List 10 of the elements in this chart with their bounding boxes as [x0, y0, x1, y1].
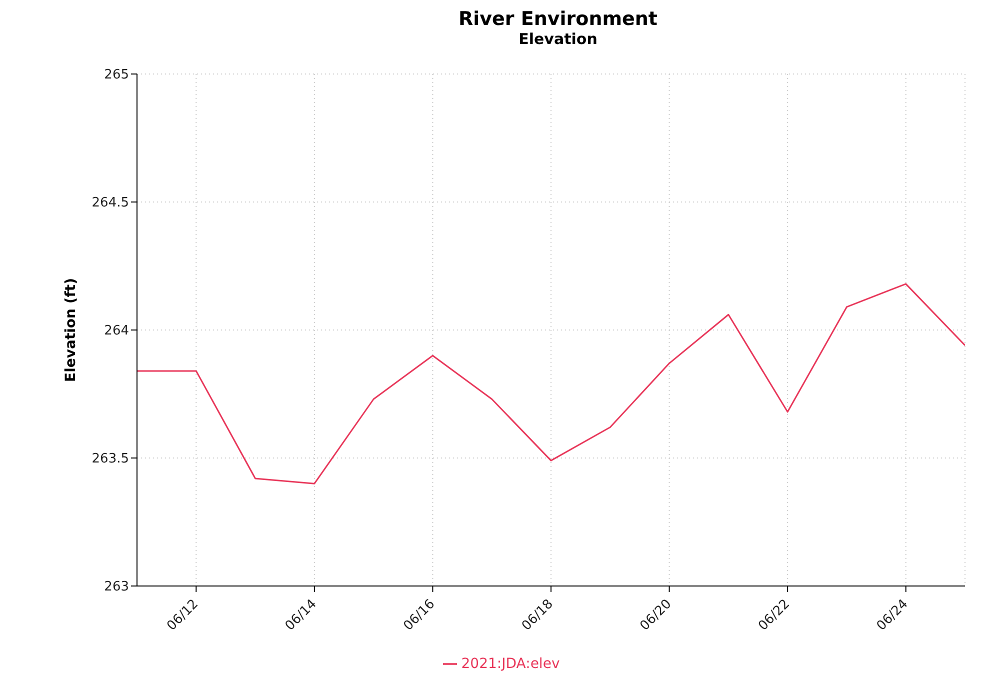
line-series	[137, 283, 965, 484]
y-tick-label: 264.5	[92, 196, 129, 211]
y-tick-label: 263.5	[92, 452, 129, 467]
y-axis-title: Elevation (ft)	[62, 278, 79, 382]
chart-title: River Environment	[457, 8, 659, 30]
y-tick-label: 263	[104, 580, 129, 595]
legend-label: 2021:JDA:elev	[461, 656, 560, 672]
y-tick-label: 265	[104, 68, 129, 83]
y-tick-label: 264	[104, 324, 129, 339]
chart-subtitle: Elevation	[518, 30, 598, 48]
